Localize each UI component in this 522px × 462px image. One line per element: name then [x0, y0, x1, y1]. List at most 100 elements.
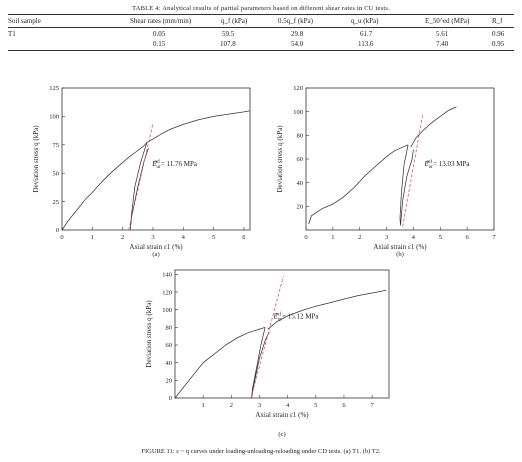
tangent-line — [250, 276, 284, 399]
y-tick-label: 40 — [166, 360, 173, 367]
stress-strain-curve — [308, 144, 409, 225]
x-tick-label: 6 — [466, 234, 470, 241]
stress-strain-curve — [267, 289, 387, 330]
y-tick-label: 0 — [56, 227, 59, 234]
table-cell: 5.61 — [436, 30, 449, 38]
x-tick-label: 6 — [342, 402, 346, 409]
y-tick-label: 20 — [166, 378, 173, 385]
x-tick-label: 3 — [151, 234, 154, 241]
figure-caption: FIGURE 11: ε ~ q curves under loading-un… — [141, 448, 381, 455]
y-tick-label: 75 — [53, 142, 60, 149]
header-qf: q_f (kPa) — [221, 17, 248, 25]
y-tick-label: 100 — [49, 114, 59, 121]
y-tick-label: 120 — [162, 289, 172, 296]
x-tick-label: 6 — [242, 234, 246, 241]
table-cell: 0.05 — [153, 30, 166, 38]
y-axis-label: Deviation stress q (kPa) — [276, 125, 284, 193]
y-tick-label: 120 — [293, 85, 303, 92]
y-tick-label: 40 — [297, 180, 304, 187]
header-half-qf: 0.5q_f (kPa) — [278, 17, 313, 25]
x-tick-label: 4 — [286, 402, 290, 409]
table-top-rule — [8, 14, 514, 15]
table-cell: 29.8 — [291, 30, 304, 38]
x-tick-label: 4 — [182, 234, 186, 241]
y-tick-label: 50 — [53, 170, 60, 177]
y-axis-label: Deviation stress q (kPa) — [145, 300, 153, 368]
header-rf: R_f — [492, 17, 503, 25]
x-tick-label: 2 — [230, 402, 233, 409]
x-tick-label: 1 — [91, 234, 94, 241]
x-tick-label: 3 — [258, 402, 261, 409]
table-header-rule — [8, 27, 514, 28]
y-tick-label: 0 — [169, 395, 172, 402]
table-cell: 54.0 — [291, 40, 304, 48]
stress-strain-curve — [129, 142, 149, 231]
y-axis-label: Deviation stress q (kPa) — [32, 125, 40, 193]
stress-strain-curve — [174, 327, 266, 399]
x-tick-label: 7 — [370, 402, 374, 409]
table-caption: TABLE 4: Analytical results of partial p… — [132, 5, 390, 12]
x-tick-label: 1 — [202, 402, 205, 409]
y-tick-label: 20 — [297, 204, 304, 211]
chart-panel-b: 0 1 2 3 4 5 6 7 20 40 60 80 100 120 Axial strain ε1 (%… — [262, 80, 502, 267]
y-tick-label: 60 — [297, 156, 304, 163]
chart-c: 1 2 3 4 5 6 7 0 20 40 60 80 100 120 140 Axial strain ε1… — [145, 269, 390, 438]
header-shear-rates: Shear rates (mm/min) — [130, 17, 192, 25]
table-cell: 7.40 — [436, 40, 449, 48]
stress-strain-curve — [399, 144, 414, 226]
header-soil-sample: Soil sample — [8, 17, 41, 25]
x-tick-label: 5 — [314, 402, 317, 409]
stress-strain-curve — [146, 110, 251, 143]
panel-label: (a) — [152, 251, 159, 258]
modulus-annotation: Eurref= 11.76 MPa — [151, 160, 198, 170]
tangent-line — [402, 113, 424, 227]
x-axis-label: Axial strain ε1 (%) — [129, 243, 183, 251]
panel-label: (b) — [396, 251, 404, 258]
stress-strain-curve — [61, 142, 148, 231]
y-tick-label: 100 — [293, 109, 303, 116]
x-tick-label: 1 — [331, 234, 334, 241]
y-tick-label: 140 — [162, 272, 172, 279]
x-axis-label: Axial strain ε1 (%) — [255, 411, 309, 419]
panel-label: (c) — [278, 431, 285, 438]
chart-panel-a: 0 1 2 3 4 5 6 0 25 50 75 100 125 Axial strain ε1 (%) D… — [18, 80, 258, 267]
x-tick-label: 0 — [304, 234, 307, 241]
chart-panel-c: 1 2 3 4 5 6 7 0 20 40 60 80 100 120 140 Axial strain ε1… — [139, 262, 399, 447]
y-tick-label: 80 — [166, 325, 173, 332]
y-tick-label: 25 — [53, 199, 60, 206]
plot-frame — [61, 87, 251, 231]
table-cell: T1 — [8, 30, 16, 38]
chart-a: 0 1 2 3 4 5 6 0 25 50 75 100 125 Axial strain ε1 (%) D… — [32, 85, 251, 258]
modulus-annotation: Eurref= 13.03 MPa — [423, 160, 470, 170]
table-cell: 59.5 — [222, 30, 235, 38]
x-tick-label: 0 — [60, 234, 63, 241]
x-tick-label: 7 — [492, 234, 496, 241]
x-tick-label: 2 — [121, 234, 124, 241]
y-tick-label: 100 — [162, 307, 172, 314]
tangent-line — [128, 123, 154, 231]
table-cell: 113.6 — [358, 40, 374, 48]
x-tick-label: 4 — [412, 234, 416, 241]
modulus-annotation: Eurref= 15.12 MPa — [272, 313, 319, 323]
y-tick-label: 125 — [49, 85, 59, 92]
x-tick-label: 2 — [358, 234, 361, 241]
y-tick-label: 60 — [166, 342, 173, 349]
x-axis-label: Axial strain ε1 (%) — [373, 243, 427, 251]
x-tick-label: 3 — [385, 234, 388, 241]
chart-b: 0 1 2 3 4 5 6 7 20 40 60 80 100 120 Axial strain ε1 (%… — [276, 85, 496, 258]
header-e50: E_50^ed (MPa) — [425, 17, 470, 25]
plot-frame — [305, 87, 495, 231]
header-qu: q_u (kPa) — [351, 17, 379, 25]
stress-strain-curve — [251, 327, 270, 399]
table-cell: 107.8 — [220, 40, 236, 48]
x-tick-label: 5 — [212, 234, 215, 241]
plot-frame — [174, 269, 390, 399]
table-bottom-rule — [8, 50, 514, 51]
x-tick-label: 5 — [439, 234, 442, 241]
table-cell: 0.96 — [492, 30, 505, 38]
table-cell: 0.15 — [153, 40, 166, 48]
table-cell: 61.7 — [360, 30, 373, 38]
y-tick-label: 80 — [297, 133, 304, 140]
stress-strain-curve — [410, 106, 457, 148]
table-cell: 0.95 — [492, 40, 505, 48]
